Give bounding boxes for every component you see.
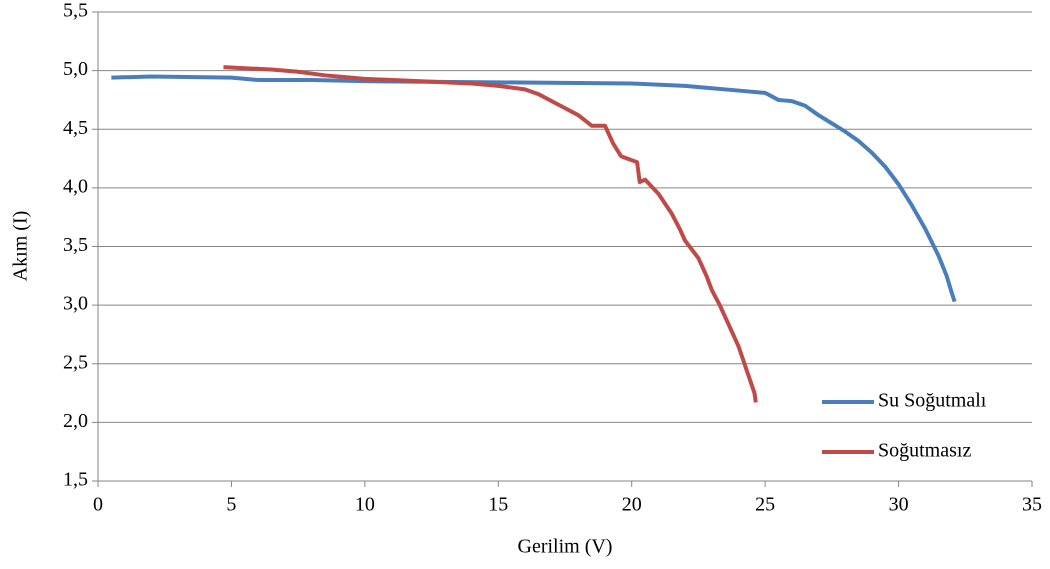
series-line [223, 65, 758, 403]
y-axis-label: Akım (I) [10, 211, 32, 282]
x-tick-label: 0 [93, 494, 103, 516]
x-tick-label: 35 [1022, 494, 1042, 516]
y-tick-label: 4,5 [63, 117, 88, 139]
x-tick-label: 5 [226, 494, 236, 516]
y-tick-label: 2,5 [63, 351, 88, 373]
legend-label: Soğutmasız [878, 440, 971, 462]
x-tick-label: 10 [355, 494, 375, 516]
y-tick-label: 5,0 [63, 58, 88, 80]
y-tick-label: 2,0 [63, 410, 88, 432]
series-line [111, 74, 957, 303]
x-axis-label: Gerilim (V) [518, 536, 613, 558]
y-tick-label: 3,0 [63, 293, 88, 315]
x-tick-label: 25 [755, 494, 775, 516]
y-tick-label: 1,5 [63, 469, 88, 491]
x-tick-label: 30 [889, 494, 909, 516]
x-tick-label: 15 [488, 494, 508, 516]
legend-label: Su Soğutmalı [878, 390, 987, 412]
y-tick-label: 3,5 [63, 234, 88, 256]
y-tick-label: 4,0 [63, 175, 88, 197]
x-tick-label: 20 [622, 494, 642, 516]
y-tick-label: 5,5 [63, 0, 88, 22]
